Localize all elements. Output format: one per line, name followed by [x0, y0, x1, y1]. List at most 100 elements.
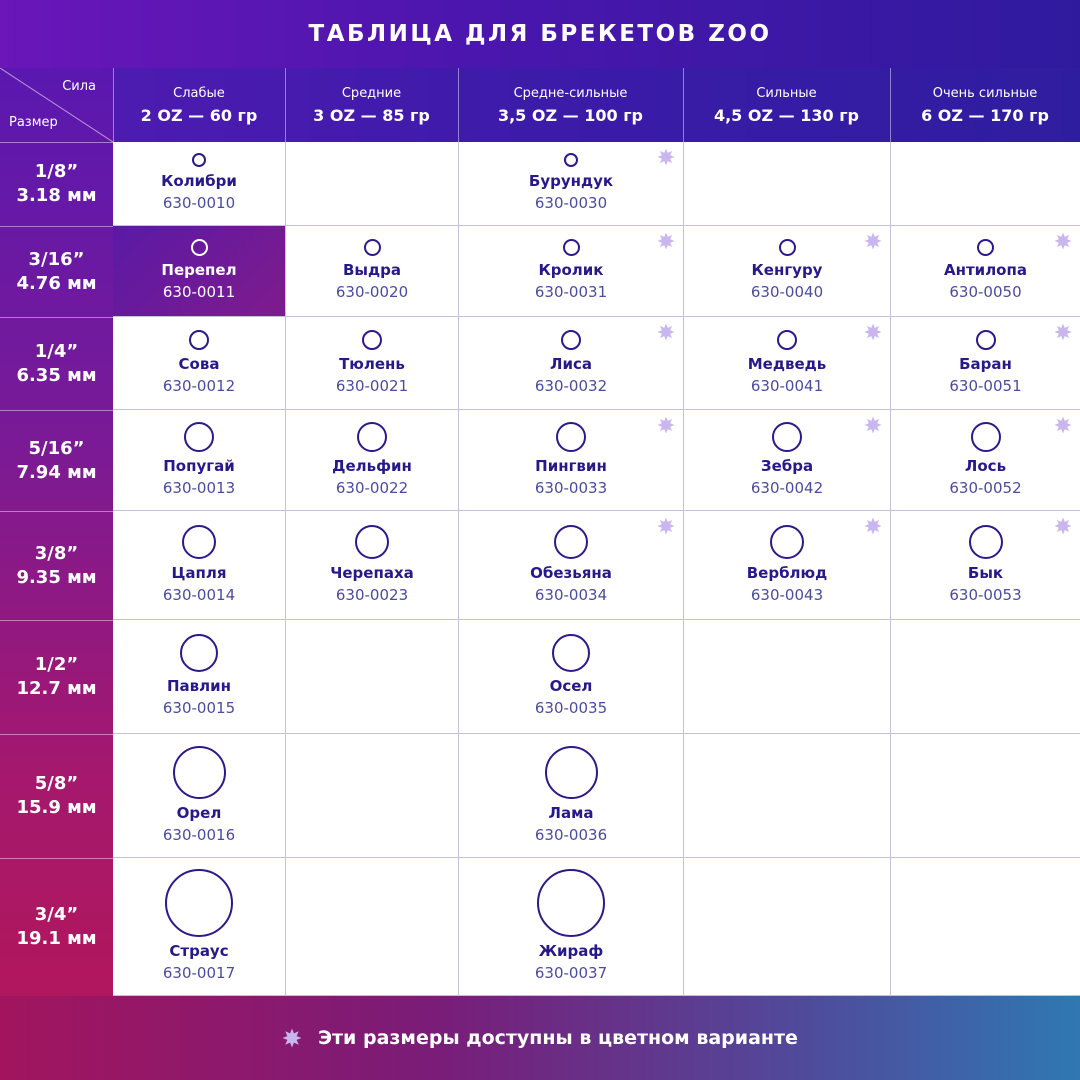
product-code: 630-0041 — [750, 376, 824, 395]
color-available-star-icon — [657, 517, 675, 535]
product-code: 630-0014 — [162, 585, 236, 604]
size-mm: 6.35 мм — [16, 364, 97, 386]
size-mm: 12.7 мм — [16, 678, 97, 699]
size-mm: 4.76 мм — [16, 272, 97, 294]
animal-name: Верблюд — [746, 563, 828, 582]
table-cell: Баран 630-0051 — [891, 317, 1080, 409]
color-available-star-icon — [864, 416, 882, 434]
column-weight: 4,5 OZ — 130 гр — [713, 105, 860, 125]
grid-line — [113, 857, 1080, 858]
table-corner: Сила Размер — [0, 68, 113, 142]
size-mm: 15.9 мм — [16, 797, 97, 818]
ring-size-icon — [977, 239, 994, 256]
column-name: Очень сильные — [932, 85, 1038, 101]
ring-size-icon — [968, 524, 1003, 559]
animal-name: Пингвин — [535, 456, 607, 475]
size-inch: 1/8” — [34, 161, 79, 182]
ring-size-icon — [970, 421, 1001, 452]
ring-size-icon — [357, 421, 387, 452]
row-header: 1/8” 3.18 мм — [0, 142, 113, 226]
header-divider — [683, 68, 684, 142]
row-divider — [0, 511, 113, 512]
row-header: 5/8” 15.9 мм — [0, 734, 113, 858]
product-code: 630-0035 — [534, 699, 608, 717]
ring-size-icon — [556, 421, 586, 452]
product-code: 630-0033 — [534, 478, 608, 497]
table-cell: Верблюд 630-0043 — [684, 511, 890, 619]
size-inch: 5/8” — [34, 773, 79, 794]
table-cell: Орел 630-0016 — [113, 734, 285, 857]
ring-size-icon — [182, 524, 216, 559]
animal-name: Лиса — [550, 354, 592, 373]
animal-name: Жираф — [538, 942, 604, 960]
table-cell: Лиса 630-0032 — [459, 317, 683, 409]
ring-size-icon — [190, 239, 208, 256]
row-divider — [0, 317, 113, 318]
product-code: 630-0036 — [534, 825, 608, 844]
row-header: 1/2” 12.7 мм — [0, 620, 113, 734]
color-available-star-icon — [657, 416, 675, 434]
color-available-star-icon — [864, 232, 882, 250]
row-divider — [0, 858, 113, 859]
animal-name: Медведь — [747, 354, 827, 373]
size-inch: 3/8” — [34, 542, 79, 564]
color-available-star-icon — [657, 148, 675, 166]
column-name: Средние — [341, 85, 402, 101]
grid-line — [113, 510, 1080, 511]
animal-name: Бык — [967, 563, 1004, 582]
animal-name: Дельфин — [332, 456, 412, 475]
footer: Эти размеры доступны в цветном варианте — [0, 996, 1080, 1080]
grid-line — [458, 142, 459, 996]
ring-size-icon — [564, 153, 578, 167]
animal-name: Тюлень — [339, 354, 405, 373]
animal-name: Черепаха — [330, 563, 414, 582]
ring-size-icon — [362, 329, 382, 350]
animal-name: Попугай — [163, 456, 235, 475]
animal-name: Лось — [964, 456, 1007, 475]
ring-size-icon — [552, 634, 590, 672]
ring-size-icon — [184, 421, 214, 452]
animal-name: Баран — [959, 354, 1012, 373]
ring-size-icon — [363, 239, 381, 256]
ring-size-icon — [192, 153, 206, 167]
ring-size-icon — [778, 239, 796, 256]
product-code: 630-0023 — [335, 585, 409, 604]
table-cell: Медведь 630-0041 — [684, 317, 890, 409]
table-cell: Колибри 630-0010 — [113, 142, 285, 225]
table-cell: Цапля 630-0014 — [113, 511, 285, 619]
header-divider — [458, 68, 459, 142]
product-code: 630-0031 — [534, 283, 608, 301]
product-code: 630-0050 — [949, 283, 1022, 301]
page-title: ТАБЛИЦА ДЛЯ БРЕКЕТОВ ZOO — [308, 21, 772, 47]
size-mm: 19.1 мм — [16, 928, 97, 949]
row-header: 5/16” 7.94 мм — [0, 410, 113, 511]
table-cell: Кенгуру 630-0040 — [684, 226, 890, 316]
animal-name: Кролик — [538, 261, 604, 279]
grid-line — [113, 409, 1080, 410]
table-cell: Павлин 630-0015 — [113, 620, 285, 733]
size-inch: 1/2” — [34, 654, 79, 675]
color-available-star-icon — [1054, 232, 1072, 250]
title-bar: ТАБЛИЦА ДЛЯ БРЕКЕТОВ ZOO — [0, 0, 1080, 68]
grid-line — [113, 316, 1080, 317]
grid-line — [113, 995, 1080, 996]
ring-size-icon — [770, 524, 804, 559]
product-code: 630-0030 — [534, 194, 608, 212]
size-inch: 3/16” — [28, 248, 85, 270]
color-available-star-icon — [657, 323, 675, 341]
row-divider — [0, 734, 113, 735]
table-cell: Пингвин 630-0033 — [459, 410, 683, 510]
product-code: 630-0051 — [949, 376, 1022, 395]
product-code: 630-0013 — [162, 478, 236, 497]
column-weight: 6 OZ — 170 гр — [921, 105, 1049, 125]
column-weight: 3,5 OZ — 100 гр — [497, 105, 644, 125]
animal-name: Бурундук — [528, 172, 614, 190]
ring-size-icon — [544, 745, 598, 799]
product-code: 630-0040 — [750, 283, 824, 301]
table-cell: Лама 630-0036 — [459, 734, 683, 857]
ring-size-icon — [172, 745, 226, 799]
ring-size-icon — [561, 329, 581, 350]
animal-name: Сова — [178, 354, 220, 373]
table-cell: Антилопа 630-0050 — [891, 226, 1080, 316]
header-row — [113, 68, 1080, 142]
